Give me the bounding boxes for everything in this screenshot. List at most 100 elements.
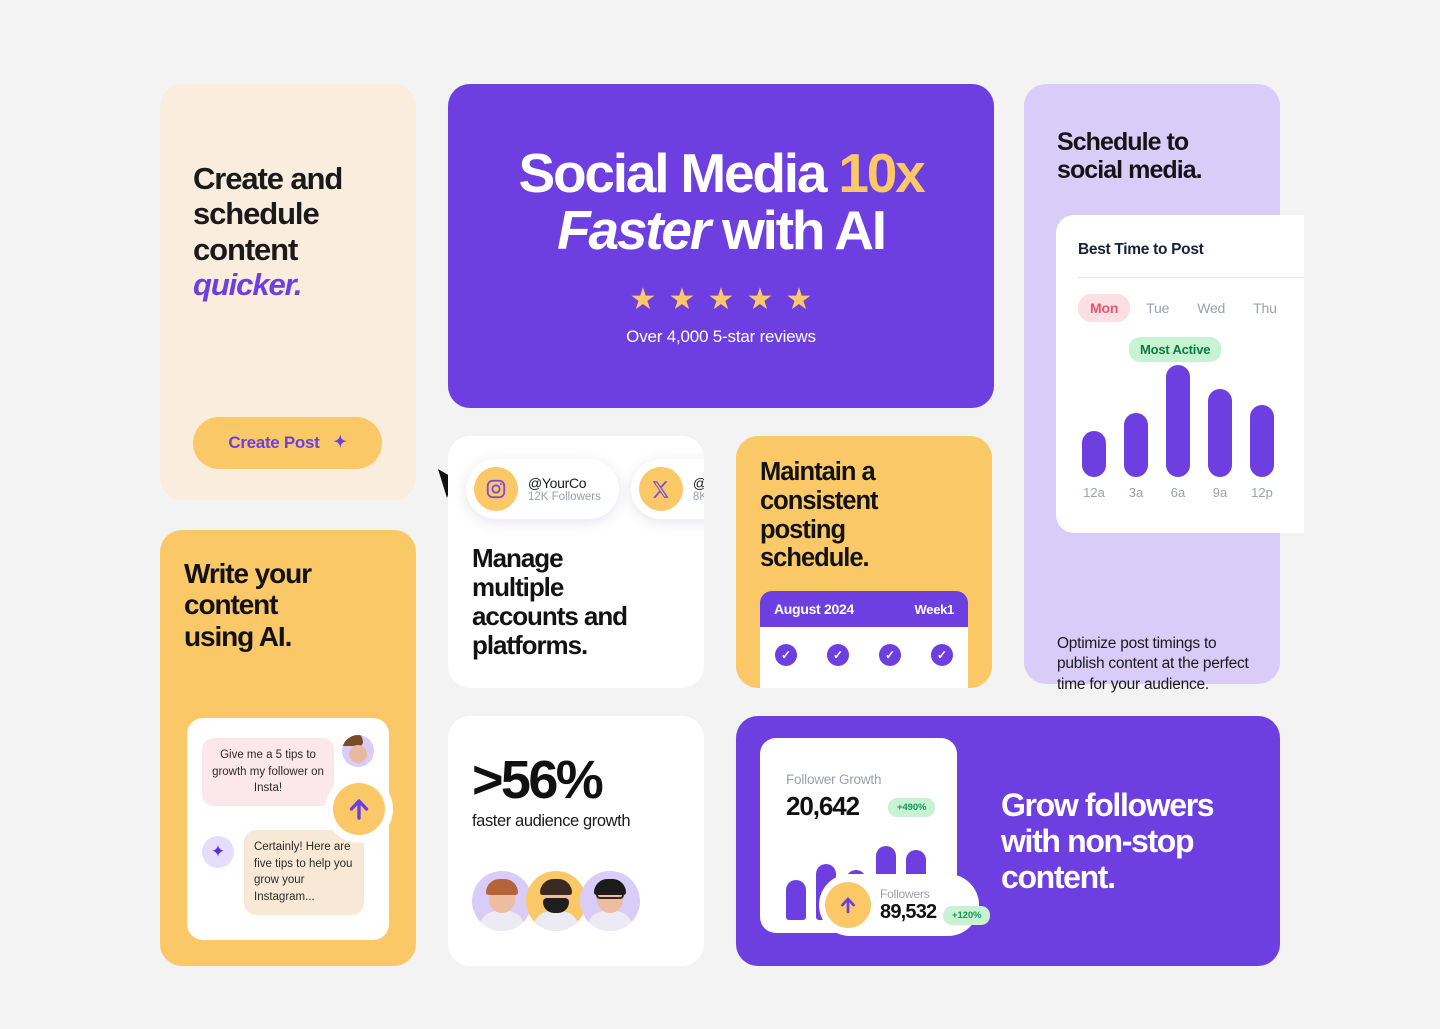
write-title-line1: Write your (184, 558, 312, 589)
grow-title-line2: with non-stop (1001, 822, 1195, 859)
send-button-ring (325, 775, 393, 843)
follower-growth-label: Follower Growth (786, 772, 882, 787)
day-tab-mon[interactable]: Mon (1078, 294, 1131, 322)
bar-3a (1124, 413, 1148, 477)
grow-title-line3: content. (1001, 858, 1116, 895)
grow-title-line1: Grow followers (1001, 787, 1215, 823)
card-manage-accounts: @YourCo 12K Followers @YourCo 8K Followe… (448, 436, 704, 688)
day-tab-tue[interactable]: Tue (1146, 300, 1170, 316)
followers-value: 89,532 (880, 900, 937, 923)
stat-value: >56% (472, 750, 604, 810)
create-headline-line3: content (193, 231, 298, 267)
manage-card-title: Manage multiple accounts and platforms. (472, 543, 687, 660)
widget-divider (1078, 277, 1304, 278)
star-icon: ★ (785, 283, 813, 317)
account-handle: @YourCo (693, 475, 704, 491)
bar-9a (1208, 389, 1232, 477)
bar-column (1250, 365, 1274, 477)
calendar-check-icon: ✓ (931, 644, 953, 666)
avatar-body (533, 911, 579, 931)
create-post-button-label: Create Post (228, 433, 320, 452)
calendar-check-icon: ✓ (827, 644, 849, 666)
tick-9a: 9a (1212, 485, 1228, 500)
stat-caption: faster audience growth (472, 812, 631, 830)
hero-title-highlight: 10x (838, 141, 925, 204)
avatar-hair (342, 735, 363, 746)
bar-column (1124, 365, 1148, 477)
account-followers: 12K Followers (528, 491, 601, 503)
create-post-button[interactable]: Create Post ✦ (193, 417, 382, 469)
avatar (526, 871, 586, 931)
widget-title: Best Time to Post (1078, 241, 1204, 258)
account-pill-instagram[interactable]: @YourCo 12K Followers (466, 459, 619, 519)
followers-info: Followers 89,532 (880, 887, 937, 924)
schedule-title-line2: social media. (1057, 156, 1203, 185)
calendar-month: August 2024 (774, 601, 854, 617)
star-icon: ★ (707, 283, 735, 317)
maintain-title-line3: posting (760, 515, 846, 544)
card-growth-stat: >56% faster audience growth (448, 716, 704, 966)
write-title-line2: content (184, 589, 279, 621)
chat-bubble-user: Give me a 5 tips to growth my follower o… (202, 738, 334, 807)
day-tab-wed[interactable]: Wed (1197, 300, 1226, 316)
manage-title-line2: multiple (472, 572, 564, 603)
best-time-bar-chart (1078, 365, 1294, 477)
chat-bubble-ai: Certainly! Here are five tips to help yo… (244, 830, 364, 915)
avatar (472, 871, 532, 931)
hero-title-part1: Social Media (518, 141, 839, 204)
card-maintain-schedule: Maintain a consistent posting schedule. … (736, 436, 992, 688)
star-icon: ★ (746, 283, 774, 317)
bar-6a (1166, 365, 1190, 477)
account-pill-row: @YourCo 12K Followers @YourCo 8K Followe… (466, 459, 704, 519)
write-card-title: Write your content using AI. (184, 558, 399, 652)
day-tab-thu[interactable]: Thu (1253, 300, 1277, 316)
maintain-card-title: Maintain a consistent posting schedule. (760, 458, 970, 573)
card-schedule-social: Schedule to social media. Best Time to P… (1024, 84, 1304, 693)
card-write-content: Write your content using AI. Give me a 5… (160, 530, 416, 966)
growth-bar-1 (786, 880, 806, 920)
calendar-check-icon: ✓ (879, 644, 901, 666)
maintain-title-line1: Maintain a (760, 458, 876, 486)
bar-column (1166, 365, 1190, 477)
avatar-hair (594, 879, 626, 895)
manage-title-line1: Manage (472, 543, 564, 573)
tick-6a: 6a (1170, 485, 1186, 500)
avatar-group (472, 871, 640, 931)
write-title-line3: using AI. (184, 620, 292, 652)
bar-12p (1250, 405, 1274, 477)
card-create-schedule: Create and schedule content quicker. Cre… (160, 84, 462, 500)
calendar-widget: August 2024 Week1 ✓ ✓ ✓ ✓ (760, 591, 968, 688)
hero-title-part2: with AI (708, 198, 887, 261)
account-pill-x[interactable]: @YourCo 8K Followers (630, 459, 704, 519)
avatar-hair (486, 879, 518, 895)
arrow-up-icon (825, 882, 871, 928)
bar-column (1208, 365, 1232, 477)
hero-reviews-text: Over 4,000 5-star reviews (626, 327, 816, 347)
avatar-face (349, 745, 367, 763)
avatar-mask-icon (543, 898, 569, 913)
avatar (580, 871, 640, 931)
create-headline-line1: Create and (193, 161, 343, 196)
best-time-widget: Best Time to Post Mon Tue Wed Thu Most A… (1056, 215, 1304, 533)
account-handle: @YourCo (528, 475, 587, 491)
account-info: @YourCo 12K Followers (528, 475, 601, 503)
followers-pill: Followers 89,532 +120% (819, 874, 991, 936)
schedule-card-title: Schedule to social media. (1057, 128, 1272, 185)
bar-12a (1082, 431, 1106, 477)
bar-column (1082, 365, 1106, 477)
sparkle-icon: ✦ (202, 836, 234, 868)
avatar-body (479, 911, 525, 931)
hero-title: Social Media 10x Faster with AI (518, 141, 925, 261)
star-rating: ★ ★ ★ ★ ★ (630, 283, 813, 317)
star-icon: ★ (668, 283, 696, 317)
avatar-hair (540, 879, 572, 895)
grow-card-title: Grow followers with non-stop content. (1001, 787, 1271, 895)
schedule-card-description: Optimize post timings to publish content… (1057, 635, 1249, 693)
ai-chat-panel: Give me a 5 tips to growth my follower o… (187, 718, 389, 940)
send-button[interactable] (333, 783, 385, 835)
most-active-badge: Most Active (1129, 337, 1222, 362)
tick-3a: 3a (1128, 485, 1144, 500)
create-headline-accent: quicker. (193, 266, 302, 302)
schedule-title-line1: Schedule to (1057, 128, 1189, 156)
followers-chip: +120% (943, 906, 991, 925)
